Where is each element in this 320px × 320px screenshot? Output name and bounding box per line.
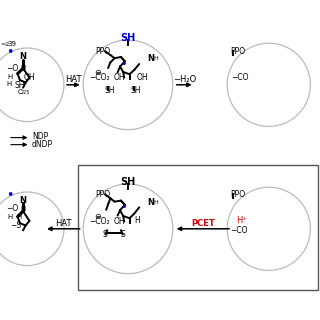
Text: S: S — [120, 230, 125, 239]
Text: −S: −S — [10, 221, 21, 230]
Text: −CO: −CO — [230, 226, 248, 235]
Text: N: N — [148, 54, 155, 63]
Text: −CO: −CO — [231, 73, 249, 82]
Text: N: N — [20, 52, 27, 61]
Text: OH: OH — [137, 73, 148, 82]
Text: H: H — [7, 74, 12, 80]
Text: PCET: PCET — [191, 219, 215, 228]
Text: H: H — [154, 200, 158, 205]
Text: SH: SH — [120, 33, 136, 43]
Text: PPO: PPO — [230, 47, 245, 56]
Text: −O: −O — [6, 64, 19, 73]
Text: •: • — [6, 189, 13, 202]
Text: SH: SH — [15, 81, 25, 90]
Text: 39: 39 — [7, 41, 16, 47]
Text: H: H — [7, 214, 12, 220]
Text: S: S — [102, 230, 107, 239]
Text: −CO₂: −CO₂ — [89, 73, 109, 82]
Text: SH: SH — [131, 86, 141, 95]
Text: HAT: HAT — [65, 75, 82, 84]
Text: H: H — [21, 66, 26, 71]
Text: H: H — [134, 216, 140, 225]
Text: H: H — [154, 56, 158, 61]
Text: PPO: PPO — [95, 190, 110, 199]
Text: •: • — [121, 202, 127, 212]
Text: SH: SH — [105, 86, 116, 95]
Text: PPO: PPO — [230, 190, 245, 199]
Text: SH: SH — [120, 177, 136, 187]
Text: NDP: NDP — [32, 132, 48, 141]
Text: N: N — [20, 196, 27, 205]
Text: H: H — [17, 214, 22, 220]
Text: H⁺: H⁺ — [236, 216, 247, 225]
Text: 225: 225 — [20, 90, 30, 95]
Text: N: N — [148, 198, 155, 207]
Text: −H₂O: −H₂O — [173, 75, 196, 84]
Text: =2: =2 — [0, 42, 10, 47]
Text: dNDP: dNDP — [32, 140, 53, 148]
Text: OH: OH — [24, 73, 36, 82]
Text: •: • — [121, 59, 127, 69]
Text: PPO: PPO — [95, 47, 110, 56]
Text: C: C — [18, 89, 22, 94]
Text: ⊖: ⊖ — [94, 68, 101, 77]
Text: OH: OH — [114, 217, 125, 226]
Text: −CO₂: −CO₂ — [89, 217, 109, 226]
Text: HAT: HAT — [55, 219, 72, 228]
Bar — [78, 165, 318, 290]
Text: •: • — [6, 46, 13, 59]
Text: −O: −O — [6, 204, 19, 213]
Text: H: H — [6, 81, 12, 87]
Text: ⊖: ⊖ — [94, 212, 101, 221]
Text: OH: OH — [114, 73, 125, 82]
Text: H: H — [21, 206, 26, 212]
